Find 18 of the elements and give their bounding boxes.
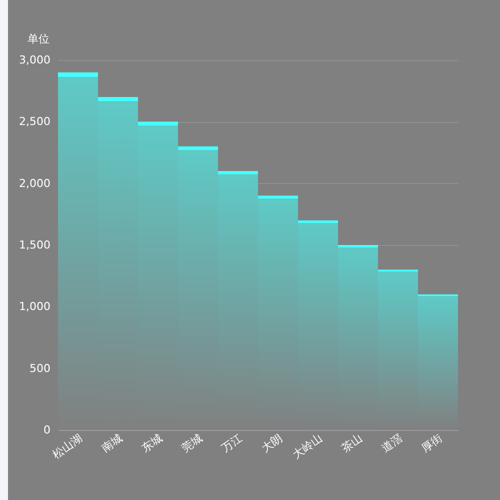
y-tick-label: 3,000 xyxy=(19,54,50,66)
x-tick-label: 南城 xyxy=(99,432,125,455)
x-tick-label: 莞城 xyxy=(179,432,205,455)
y-tick-label: 1,000 xyxy=(19,300,50,314)
y-axis-title: 单位 xyxy=(28,32,50,46)
x-tick-label: 大朗 xyxy=(259,432,285,455)
y-tick-label: 500 xyxy=(30,362,50,375)
x-tick-label: 茶山 xyxy=(339,432,365,455)
y-tick-label: 1,500 xyxy=(19,238,50,252)
x-tick-label: 道滘 xyxy=(379,432,405,455)
y-tick-label: 2,500 xyxy=(19,115,50,128)
y-tick-label: 2,000 xyxy=(19,176,50,190)
x-tick-label: 大岭山 xyxy=(290,432,325,462)
x-tick-label: 万江 xyxy=(219,432,245,455)
y-tick-label: 0 xyxy=(44,424,50,436)
x-tick-label: 东城 xyxy=(139,432,165,455)
x-tick-label: 厚街 xyxy=(419,432,445,455)
x-tick-label: 松山湖 xyxy=(50,432,85,462)
